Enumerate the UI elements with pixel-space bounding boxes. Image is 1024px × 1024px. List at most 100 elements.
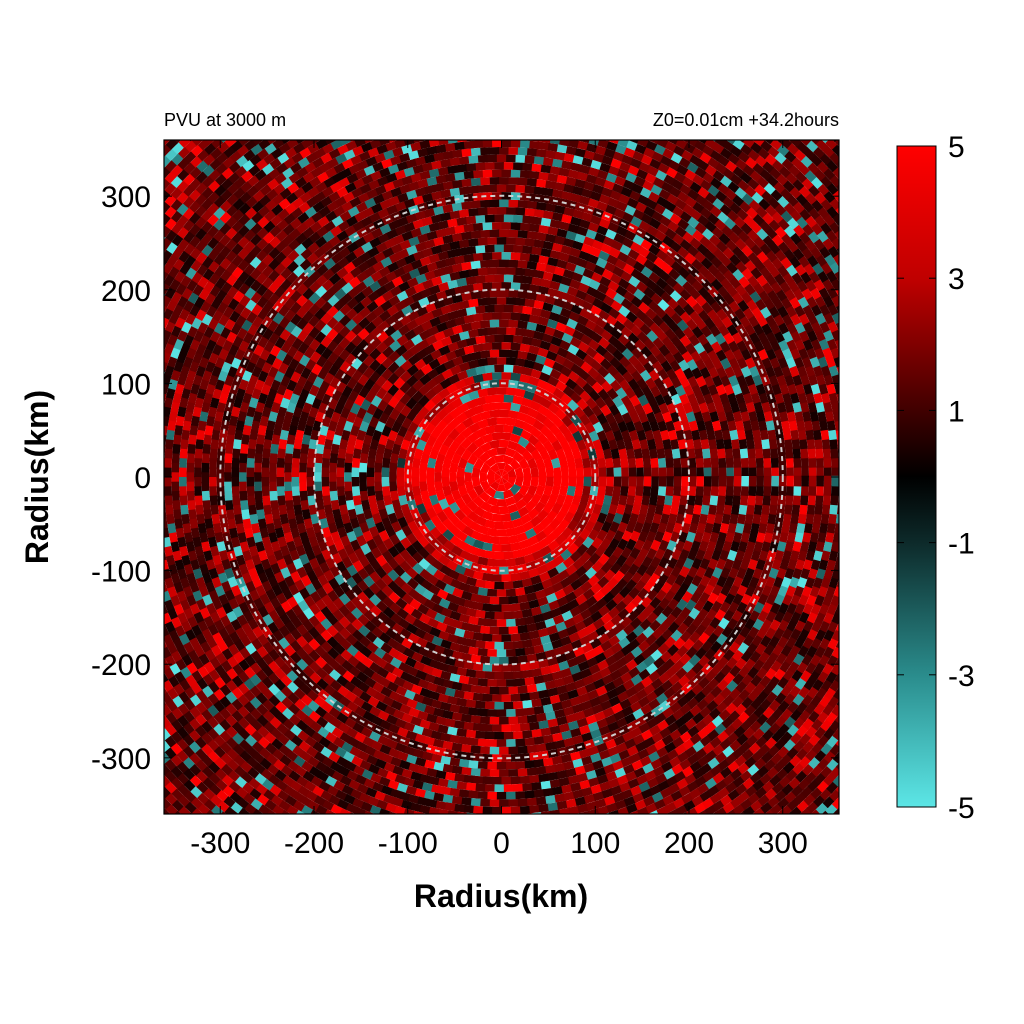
field-cell bbox=[465, 398, 478, 410]
field-cell bbox=[479, 259, 490, 269]
field-cell bbox=[589, 359, 603, 372]
field-cell bbox=[493, 304, 504, 313]
field-cell bbox=[576, 503, 587, 515]
field-cell bbox=[572, 557, 585, 570]
field-cell bbox=[465, 729, 478, 739]
field-cell bbox=[463, 660, 475, 670]
field-cell bbox=[494, 731, 505, 740]
field-cell bbox=[648, 447, 658, 459]
field-cell bbox=[437, 281, 450, 293]
field-cell bbox=[494, 477, 502, 482]
field-cell bbox=[465, 367, 477, 378]
field-cell bbox=[652, 512, 663, 525]
field-cell bbox=[479, 480, 491, 492]
field-cell bbox=[224, 472, 232, 483]
field-cell bbox=[477, 617, 489, 627]
field-cell bbox=[381, 562, 394, 575]
field-cell bbox=[581, 382, 595, 395]
field-cell bbox=[451, 293, 463, 304]
field-cell bbox=[657, 419, 668, 432]
field-cell bbox=[502, 244, 514, 253]
field-cell bbox=[387, 384, 400, 397]
field-cell bbox=[644, 376, 657, 390]
field-cell bbox=[423, 399, 436, 412]
field-cell bbox=[515, 678, 527, 687]
field-cell bbox=[567, 519, 579, 532]
field-cell bbox=[763, 456, 772, 468]
field-cell bbox=[592, 520, 604, 533]
field-cell bbox=[688, 419, 699, 432]
field-cell bbox=[446, 310, 459, 321]
field-cell bbox=[598, 476, 607, 487]
field-cell bbox=[347, 434, 358, 446]
field-cell bbox=[420, 622, 434, 634]
field-cell bbox=[499, 746, 510, 755]
field-cell bbox=[311, 544, 323, 557]
field-cell bbox=[589, 485, 599, 497]
field-cell bbox=[650, 485, 659, 497]
field-cell bbox=[209, 458, 218, 469]
field-cell bbox=[406, 577, 420, 590]
field-cell bbox=[489, 799, 501, 807]
field-cell bbox=[557, 628, 570, 640]
field-cell bbox=[499, 716, 510, 725]
field-cell bbox=[438, 498, 450, 511]
field-cell bbox=[407, 310, 420, 322]
field-cell bbox=[642, 457, 652, 468]
field-cell bbox=[653, 564, 666, 577]
field-cell bbox=[580, 580, 593, 593]
field-cell bbox=[336, 486, 346, 497]
field-cell bbox=[472, 495, 485, 508]
field-cell bbox=[330, 443, 340, 455]
field-cell bbox=[516, 260, 528, 269]
field-cell bbox=[686, 447, 696, 459]
field-cell bbox=[465, 699, 477, 709]
field-cell bbox=[815, 494, 824, 506]
field-cell bbox=[588, 603, 601, 615]
field-cell bbox=[566, 457, 576, 469]
field-cell bbox=[368, 359, 381, 372]
field-cell bbox=[308, 406, 319, 419]
field-cell bbox=[424, 422, 436, 435]
field-cell bbox=[519, 601, 531, 611]
field-cell bbox=[419, 430, 431, 443]
field-cell bbox=[522, 466, 532, 477]
field-cell bbox=[277, 448, 286, 460]
field-cell bbox=[482, 572, 493, 582]
field-cell bbox=[585, 397, 598, 410]
field-cell bbox=[321, 467, 330, 478]
field-cell bbox=[416, 503, 427, 516]
field-cell bbox=[486, 267, 497, 275]
field-cell bbox=[487, 709, 498, 717]
field-cell bbox=[596, 412, 608, 425]
field-cell bbox=[503, 364, 514, 373]
field-cell bbox=[507, 476, 517, 486]
field-cell bbox=[422, 443, 433, 456]
field-cell bbox=[491, 372, 502, 380]
field-cell bbox=[327, 522, 338, 535]
field-cell bbox=[501, 432, 512, 441]
field-cell bbox=[325, 513, 336, 526]
field-cell bbox=[491, 342, 502, 350]
field-cell bbox=[515, 647, 527, 657]
field-cell bbox=[709, 447, 719, 459]
field-cell bbox=[194, 477, 202, 488]
field-cell bbox=[616, 503, 626, 515]
field-cell bbox=[448, 440, 461, 453]
field-cell bbox=[815, 456, 824, 468]
field-cell bbox=[436, 510, 449, 523]
field-cell bbox=[426, 467, 435, 478]
field-cell bbox=[524, 441, 537, 454]
field-cell bbox=[792, 494, 801, 506]
field-cell bbox=[657, 457, 667, 468]
field-cell bbox=[521, 608, 534, 618]
field-cell bbox=[498, 506, 510, 515]
field-cell bbox=[822, 494, 831, 506]
field-cell bbox=[510, 663, 522, 672]
field-cell bbox=[506, 679, 517, 687]
field-cell bbox=[405, 397, 418, 410]
field-cell bbox=[516, 320, 528, 330]
field-cell bbox=[453, 285, 465, 296]
field-cell bbox=[494, 472, 502, 477]
field-cell bbox=[381, 467, 390, 478]
